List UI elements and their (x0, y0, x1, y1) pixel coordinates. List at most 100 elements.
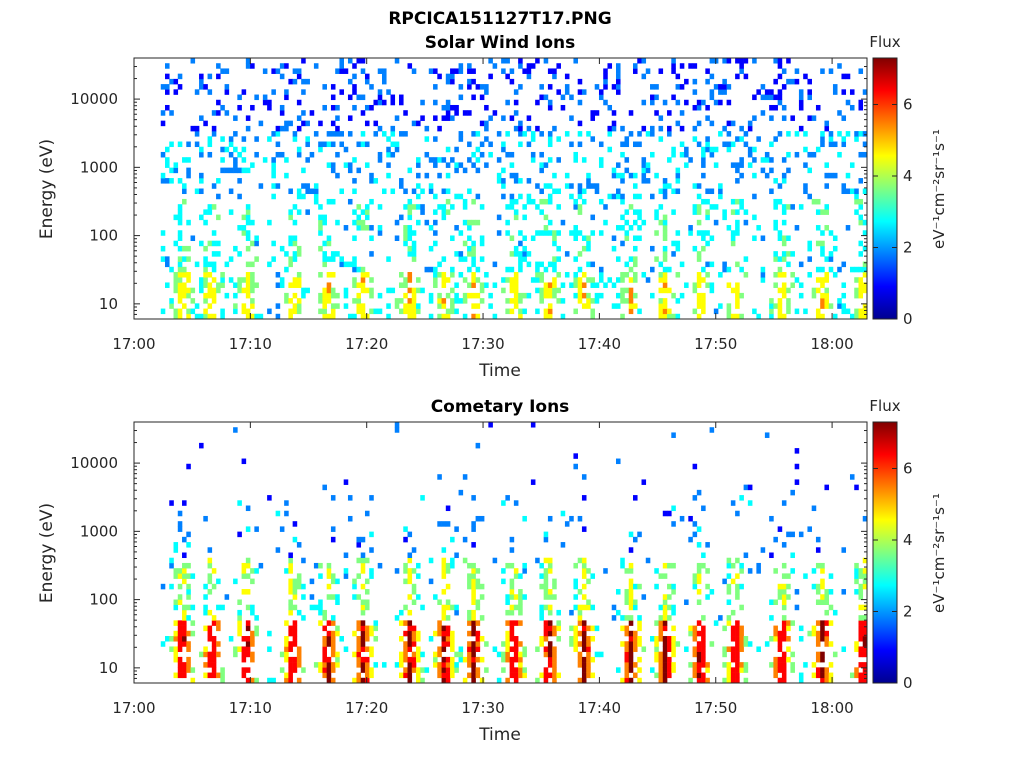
spectrogram-cell (326, 630, 332, 637)
spectrogram-cell (445, 599, 451, 605)
spectrogram-cell (547, 641, 553, 647)
spectrogram-cell (858, 589, 864, 595)
spectrogram-cell (403, 672, 408, 679)
spectrogram-cell (662, 510, 668, 517)
spectrogram-cell (288, 282, 293, 288)
spectrogram-cell (245, 308, 251, 315)
spectrogram-cell (165, 256, 170, 262)
spectrogram-cell (496, 172, 502, 179)
spectrogram-cell (173, 313, 179, 319)
spectrogram-cell (284, 636, 289, 642)
spectrogram-cell (467, 84, 472, 90)
spectrogram-cell (445, 636, 451, 642)
spectrogram-cell (228, 277, 234, 283)
spectrogram-cell (484, 125, 489, 132)
spectrogram-cell (607, 277, 613, 283)
spectrogram-cell (445, 505, 451, 512)
spectrogram-cell (467, 282, 472, 288)
spectrogram-cell (552, 266, 557, 273)
spectrogram-cell (696, 526, 702, 532)
spectrogram-cell (403, 604, 408, 611)
spectrogram-cell (586, 183, 591, 189)
spectrogram-cell (292, 630, 298, 637)
spectrogram-cell (764, 641, 770, 647)
spectrogram-cell (467, 225, 472, 231)
spectrogram-cell (590, 136, 596, 142)
spectrogram-cell (773, 656, 778, 663)
spectrogram-cell (739, 646, 744, 652)
spectrogram-cell (726, 84, 732, 90)
spectrogram-cell (339, 63, 344, 69)
spectrogram-cell (628, 677, 634, 683)
spectrogram-cell (573, 198, 578, 205)
spectrogram-cell (262, 94, 268, 101)
spectrogram-cell (330, 287, 336, 294)
spectrogram-cell (603, 68, 608, 74)
spectrogram-cell (726, 120, 732, 127)
spectrogram-cell (624, 167, 630, 174)
spectrogram-cell (713, 204, 719, 210)
spectrogram-cell (199, 287, 204, 294)
spectrogram-cell (199, 313, 204, 319)
spectrogram-cell (513, 568, 519, 574)
spectrogram-cell (726, 282, 732, 288)
spectrogram-cell (237, 609, 242, 616)
spectrogram-cell (654, 651, 659, 658)
spectrogram-cell (815, 589, 821, 595)
spectrogram-cell (501, 178, 506, 184)
spectrogram-cell (841, 261, 847, 268)
spectrogram-cell (356, 141, 362, 148)
spectrogram-cell (326, 656, 332, 663)
spectrogram-cell (292, 641, 298, 647)
spectrogram-cell (386, 313, 391, 319)
spectrogram-cell (173, 277, 179, 283)
spectrogram-cell (322, 308, 327, 315)
spectrogram-cell (296, 308, 302, 315)
spectrogram-cell (739, 495, 744, 501)
spectrogram-cell (437, 474, 442, 480)
spectrogram-cell (296, 99, 302, 106)
spectrogram-cell (769, 662, 774, 668)
spectrogram-cell (722, 125, 727, 132)
spectrogram-cell (407, 672, 413, 679)
spectrogram-cell (569, 141, 574, 148)
spectrogram-cell (730, 656, 736, 663)
spectrogram-cell (535, 230, 540, 236)
spectrogram-cell (313, 63, 319, 69)
spectrogram-cell (411, 651, 417, 658)
spectrogram-cell (739, 136, 744, 142)
spectrogram-cell (858, 651, 864, 658)
spectrogram-cell (186, 667, 191, 673)
spectrogram-cell (688, 630, 693, 637)
spectrogram-cell (441, 573, 447, 579)
spectrogram-cell (845, 99, 851, 106)
spectrogram-cell (207, 589, 213, 595)
spectrogram-cell (407, 167, 413, 174)
spectrogram-cell (369, 667, 374, 673)
spectrogram-cell (662, 245, 668, 252)
spectrogram-cell (318, 308, 323, 315)
spectrogram-cell (509, 656, 515, 663)
spectrogram-cell (245, 620, 251, 626)
spectrogram-cell (513, 277, 519, 283)
spectrogram-cell (552, 646, 557, 652)
spectrogram-cell (577, 557, 583, 564)
spectrogram-cell (696, 651, 702, 658)
spectrogram-cell (245, 125, 251, 132)
spectrogram-cell (416, 677, 421, 683)
spectrogram-cell (288, 562, 293, 569)
spectrogram-cell (675, 298, 681, 304)
spectrogram-cell (709, 427, 715, 433)
spectrogram-cell (539, 609, 544, 616)
spectrogram-cell (547, 68, 553, 74)
spectrogram-cell (705, 272, 710, 278)
spectrogram-cell (832, 313, 838, 319)
spectrogram-cell (832, 172, 838, 179)
spectrogram-cell (296, 277, 302, 283)
spectrogram-cell (654, 209, 659, 215)
spectrogram-cell (169, 636, 174, 642)
spectrogram-cell (828, 251, 834, 257)
spectrogram-cell (245, 167, 251, 174)
